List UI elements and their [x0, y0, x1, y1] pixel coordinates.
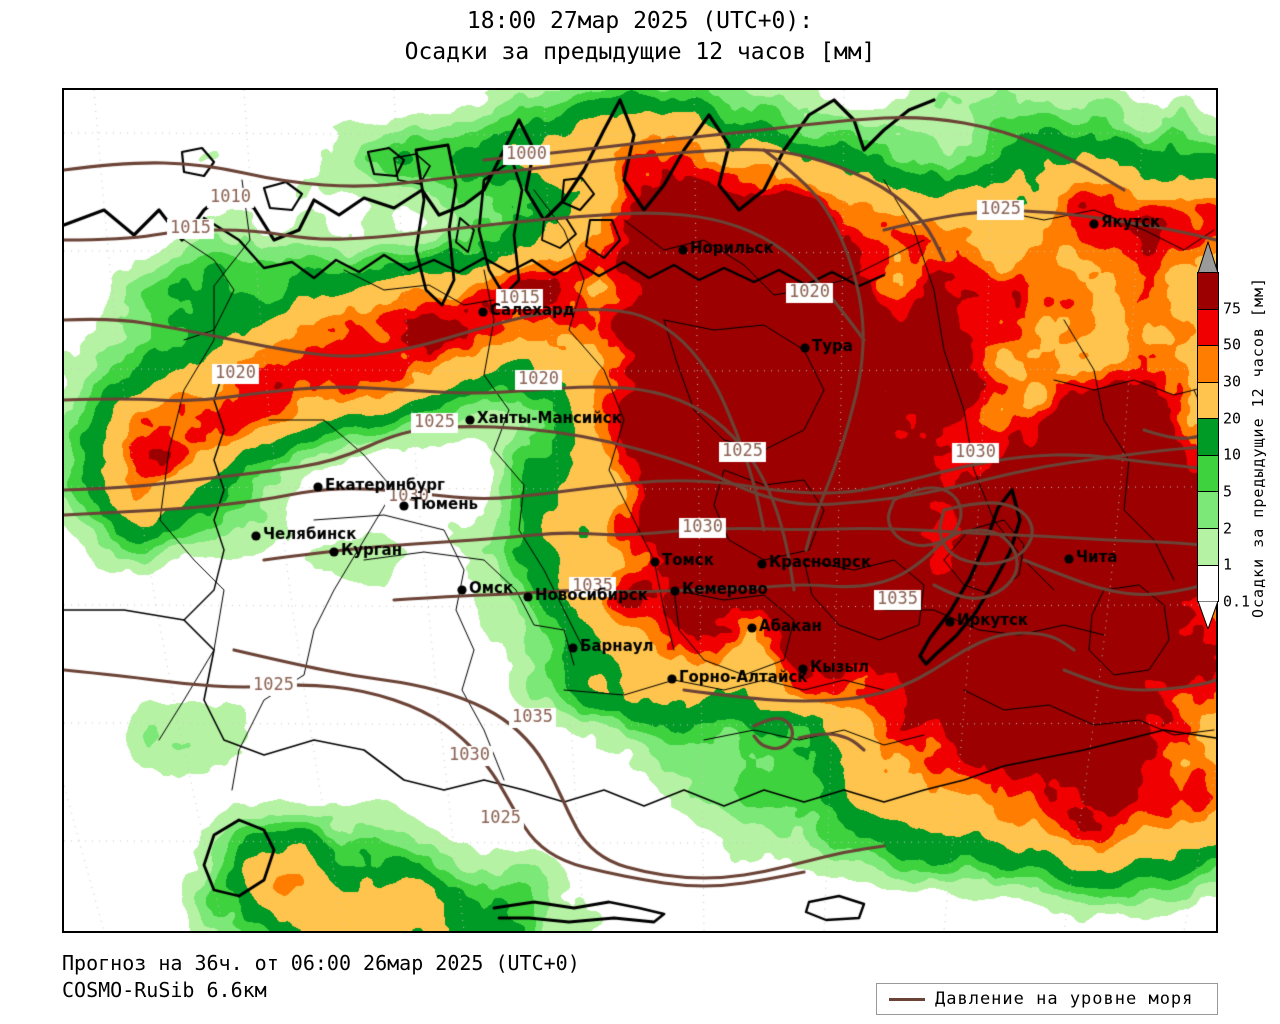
colorbar-band — [1198, 528, 1218, 566]
map-raster — [64, 90, 1216, 931]
colorbar-tick: 75 — [1223, 299, 1242, 318]
colorbar-tick: 30 — [1223, 372, 1242, 391]
colorbar-axis-title: Осадки за предыдущие 12 часов [мм] — [1249, 276, 1267, 618]
colorbar-band — [1198, 565, 1218, 602]
colorbar-tick-labels: 75 50 30 20 10 5 2 1 0.1 — [1221, 272, 1263, 609]
footer: Прогноз на 36ч. от 06:00 26мар 2025 (UTC… — [62, 950, 580, 1004]
colorbar-band — [1198, 455, 1218, 493]
pressure-legend-box: Давление на уровне моря — [876, 983, 1218, 1015]
model-info: COSMO-RuSib 6.6км — [62, 978, 267, 1002]
title-datetime: 18:00 27мар 2025 (UTC+0): — [466, 8, 814, 34]
colorbar-band — [1198, 419, 1218, 456]
colorbar-band — [1198, 382, 1218, 420]
page-title: 18:00 27мар 2025 (UTC+0): Осадки за пред… — [0, 6, 1280, 68]
colorbar-band — [1198, 309, 1218, 347]
colorbar-band — [1198, 492, 1218, 529]
colorbar-overflow-arrow-icon — [1197, 240, 1219, 274]
colorbar-tick: 50 — [1223, 335, 1242, 354]
forecast-info: Прогноз на 36ч. от 06:00 26мар 2025 (UTC… — [62, 951, 580, 975]
colorbar-bands — [1197, 272, 1219, 602]
colorbar-band — [1198, 346, 1218, 383]
colorbar: 75 50 30 20 10 5 2 1 0.1 Осадки за предыдущие 12… — [1193, 228, 1279, 629]
colorbar-tick: 2 — [1223, 519, 1233, 538]
pressure-legend-label: Давление на уровне моря — [935, 989, 1194, 1009]
colorbar-underflow-arrow-icon — [1197, 601, 1219, 629]
title-variable: Осадки за предыдущие 12 часов [мм] — [404, 39, 876, 65]
colorbar-tick: 5 — [1223, 482, 1233, 501]
colorbar-tick: 10 — [1223, 445, 1242, 464]
colorbar-tick: 20 — [1223, 409, 1242, 428]
colorbar-tick: 1 — [1223, 555, 1233, 574]
pressure-line-swatch — [889, 997, 925, 1001]
colorbar-tick: 0.1 — [1223, 592, 1251, 611]
colorbar-band — [1198, 273, 1218, 310]
weather-map[interactable] — [62, 88, 1218, 933]
